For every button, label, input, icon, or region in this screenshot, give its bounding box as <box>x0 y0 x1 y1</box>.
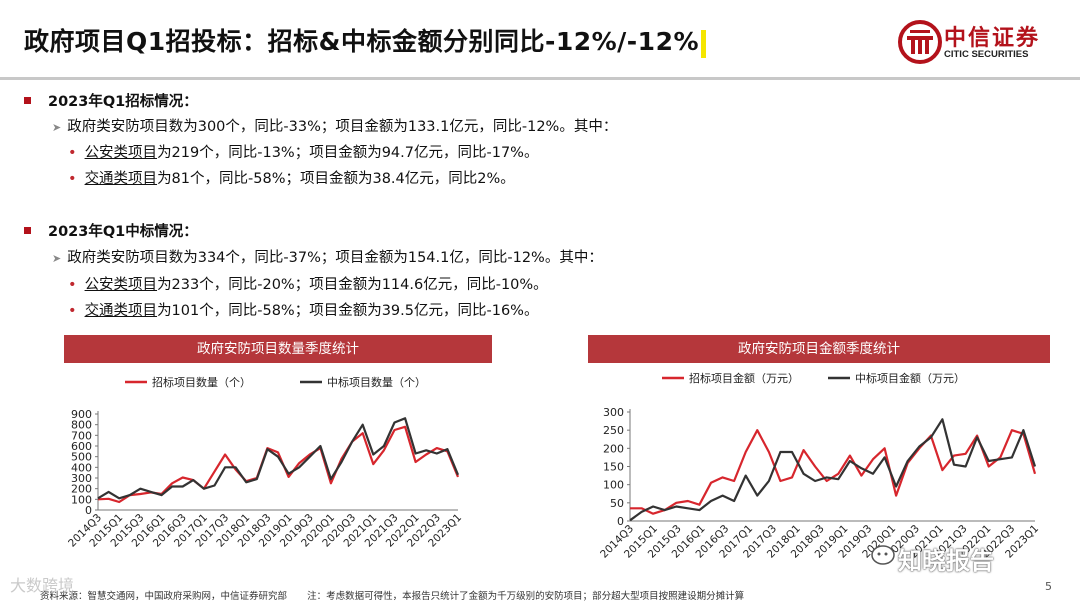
y-tick-label-4: 400 <box>71 461 92 474</box>
y-tick-label-1: 50 <box>610 497 624 510</box>
y-tick-label-8: 800 <box>71 419 92 432</box>
section2-heading: 2023年Q1中标情况： <box>24 220 198 241</box>
page-title: 政府项目Q1招投标：招标&中标金额分别同比-12%/-12% <box>24 27 700 56</box>
footer-source: 资料来源：智慧交通网，中国政府采购网，中信证券研究部 <box>40 591 288 602</box>
y-tick-label-0: 0 <box>85 504 92 517</box>
section2-heading-text: 2023年Q1中标情况： <box>48 224 198 240</box>
y-tick-label-4: 200 <box>603 442 624 455</box>
section2-main: ➤ 政府类安防项目数为334个，同比-37%；项目金额为154.1亿，同比-12%… <box>52 246 603 267</box>
section1-b2-text: 为81个，同比-58%；项目金额为38.4亿元，同比2%。 <box>157 171 515 187</box>
section2-b2-text: 为101个，同比-58%；项目金额为39.5亿元，同比-16%。 <box>157 303 539 319</box>
arrow-bullet-icon: ➤ <box>52 121 62 134</box>
section2-bullet2: • 交通类项目为101个，同比-58%；项目金额为39.5亿元，同比-16%。 <box>68 299 538 320</box>
series-line-0 <box>97 425 460 504</box>
y-tick-label-2: 200 <box>71 483 92 496</box>
citic-emblem-icon <box>898 20 942 64</box>
section1-b1-text: 为219个，同比-13%；项目金额为94.7亿元，同比-17%。 <box>157 145 539 161</box>
legend-label-1: 中标项目数量（个） <box>327 375 426 389</box>
dot-bullet-icon: • <box>68 171 77 187</box>
y-tick-label-5: 500 <box>71 451 92 464</box>
section1-b2-label: 交通类项目 <box>84 171 158 187</box>
section2-b2-label: 交通类项目 <box>84 303 158 319</box>
y-tick-label-9: 900 <box>71 408 92 421</box>
section1-main: ➤ 政府类安防项目数为300个，同比-33%；项目金额为133.1亿元，同比-12… <box>52 115 617 136</box>
section2-bullet1: • 公安类项目为233个，同比-20%；项目金额为114.6亿元，同比-10%。 <box>68 273 548 294</box>
chat-bubble-icon <box>871 545 895 565</box>
section1-heading: 2023年Q1招标情况： <box>24 90 198 111</box>
square-bullet-icon <box>24 226 31 234</box>
arrow-bullet-icon: ➤ <box>52 252 62 265</box>
dot-bullet-icon: • <box>68 303 77 319</box>
square-bullet-icon <box>24 96 31 104</box>
section1-main-text: 政府类安防项目数为300个，同比-33%；项目金额为133.1亿元，同比-12%… <box>67 119 618 135</box>
chart2-title: 政府安防项目金额季度统计 <box>588 335 1050 363</box>
section1-bullet1: • 公安类项目为219个，同比-13%；项目金额为94.7亿元，同比-17%。 <box>68 141 538 162</box>
y-tick-label-3: 150 <box>603 461 624 474</box>
y-tick-label-6: 600 <box>71 440 92 453</box>
section1-bullet2: • 交通类项目为81个，同比-58%；项目金额为38.4亿元，同比2%。 <box>68 167 515 188</box>
y-tick-label-0: 0 <box>617 515 624 528</box>
title-divider <box>0 77 1080 80</box>
chart1-title: 政府安防项目数量季度统计 <box>64 335 492 363</box>
y-tick-label-6: 300 <box>603 406 624 419</box>
y-tick-label-5: 250 <box>603 424 624 437</box>
section2-main-text: 政府类安防项目数为334个，同比-37%；项目金额为154.1亿，同比-12%。… <box>67 250 603 266</box>
section2-b1-text: 为233个，同比-20%；项目金额为114.6亿元，同比-10%。 <box>157 277 548 293</box>
series-line-1 <box>629 418 1037 522</box>
title-highlight-mark <box>701 30 706 58</box>
y-tick-label-7: 700 <box>71 429 92 442</box>
series-line-1 <box>97 417 460 500</box>
watermark-left: 大数跨境 <box>10 576 75 595</box>
y-tick-label-3: 300 <box>71 472 92 485</box>
dot-bullet-icon: • <box>68 277 77 293</box>
citic-logo: 中信证券 CITIC SECURITIES <box>898 18 1058 68</box>
dot-bullet-icon: • <box>68 145 77 161</box>
y-tick-label-1: 100 <box>71 493 92 506</box>
legend-label-0: 招标项目数量（个） <box>152 375 251 389</box>
legend-label-1: 中标项目金额（万元） <box>855 371 965 385</box>
section1-b1-label: 公安类项目 <box>84 145 158 161</box>
footer-note: 注：考虑数据可得性，本报告只统计了金额为千万级别的安防项目；部分超大型项目按照建… <box>307 591 745 602</box>
page-number: 5 <box>1045 580 1052 593</box>
logo-cn-text: 中信证券 <box>944 26 1041 51</box>
logo-en-text: CITIC SECURITIES <box>944 49 1029 60</box>
section2-b1-label: 公安类项目 <box>84 277 158 293</box>
watermark-right: 知晓报告 <box>898 547 994 575</box>
chart1-quantity: 招标项目数量（个） 中标项目数量（个） 0100200300400500600700… <box>66 375 464 550</box>
legend-label-0: 招标项目金额（万元） <box>689 371 799 385</box>
section1-heading-text: 2023年Q1招标情况： <box>48 94 198 110</box>
y-tick-label-2: 100 <box>603 479 624 492</box>
footer-notes: 资料来源：智慧交通网，中国政府采购网，中信证券研究部 注：考虑数据可得性，本报告… <box>40 588 744 602</box>
